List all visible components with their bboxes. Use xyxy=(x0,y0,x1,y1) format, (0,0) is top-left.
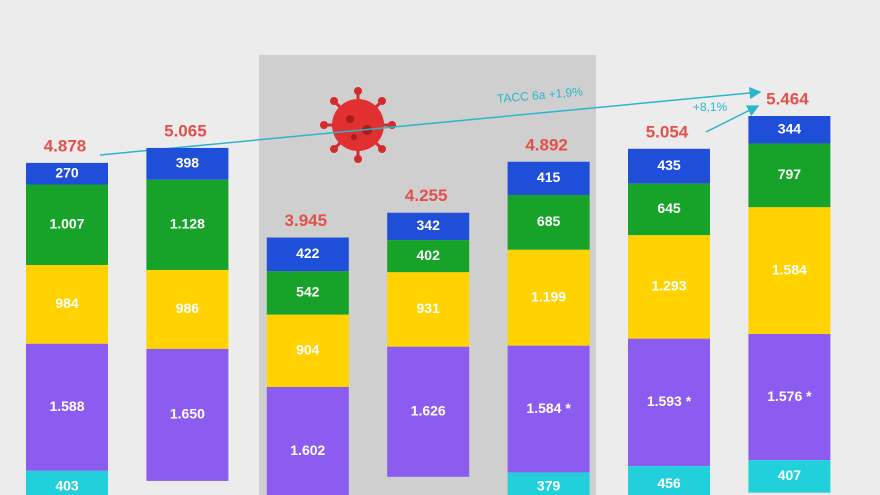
bar-segment xyxy=(748,143,831,208)
bar-segment xyxy=(387,346,470,477)
bar-segment xyxy=(146,270,229,349)
total-label: 4.255 xyxy=(405,186,448,205)
value-label: 379 xyxy=(537,478,561,494)
value-label: 1.650 xyxy=(170,406,205,422)
virus-icon xyxy=(320,87,396,163)
bar-segment xyxy=(266,386,349,495)
bar-segment xyxy=(628,235,710,339)
bar-segment xyxy=(628,148,710,184)
value-label: 542 xyxy=(296,284,320,300)
bar-segment xyxy=(26,343,108,471)
bar-segment xyxy=(146,147,229,180)
value-label: 904 xyxy=(296,342,320,358)
value-label: 984 xyxy=(55,295,79,311)
value-label: 1.602 xyxy=(290,442,325,458)
bar-segment xyxy=(26,184,108,266)
bar-segment xyxy=(628,338,710,467)
value-label: 342 xyxy=(417,217,441,233)
bar-segment xyxy=(26,470,108,495)
trend-arrow xyxy=(705,105,760,133)
total-label: 5.065 xyxy=(164,121,207,140)
value-label: 270 xyxy=(55,164,79,180)
value-label: 1.584 xyxy=(772,261,807,277)
bar-segment xyxy=(387,240,470,273)
bar-segment xyxy=(387,272,470,347)
trend-arrow xyxy=(99,87,762,156)
bar-segment xyxy=(748,207,831,335)
bar-segment xyxy=(146,348,229,481)
total-label: 5.464 xyxy=(766,89,809,108)
bar-segment xyxy=(266,314,349,387)
bar-segment xyxy=(146,179,229,271)
value-label: 645 xyxy=(657,200,681,216)
bar-segment xyxy=(507,161,590,195)
value-label: 986 xyxy=(176,300,200,316)
value-label: 1.593 * xyxy=(647,393,692,409)
value-label: 1.199 xyxy=(531,288,566,304)
bar-segment xyxy=(748,116,831,144)
bar-segment xyxy=(266,271,349,315)
value-label: 402 xyxy=(417,247,441,263)
bar-segment xyxy=(266,237,349,272)
value-label: 435 xyxy=(657,157,681,173)
bar-segment xyxy=(26,162,108,185)
value-label: 1.626 xyxy=(411,402,446,418)
bar-segment xyxy=(507,472,590,495)
bar-segment xyxy=(507,194,590,250)
value-label: 1.584 * xyxy=(526,400,571,416)
value-label: 403 xyxy=(55,478,79,494)
value-label: 931 xyxy=(417,300,441,316)
value-label: 422 xyxy=(296,245,320,261)
total-label: 3.945 xyxy=(285,211,328,230)
annotation: +8,1% xyxy=(693,100,728,114)
value-label: 456 xyxy=(657,475,681,491)
bar-segment xyxy=(387,212,470,241)
bar-segment xyxy=(628,183,710,236)
value-label: 1.128 xyxy=(170,216,205,232)
value-label: 797 xyxy=(778,166,802,182)
value-label: 344 xyxy=(778,120,802,136)
bar-segment xyxy=(507,249,590,346)
value-label: 1.007 xyxy=(49,215,84,231)
bar-segment xyxy=(507,345,590,473)
value-label: 407 xyxy=(778,467,802,483)
value-label: 685 xyxy=(537,213,561,229)
value-label: 398 xyxy=(176,155,200,171)
bar-segment xyxy=(628,466,710,495)
bar-segment xyxy=(748,460,831,493)
value-label: 1.293 xyxy=(651,278,686,294)
bar-segment xyxy=(748,334,831,461)
value-label: 1.588 xyxy=(49,398,84,414)
total-label: 4.878 xyxy=(44,136,87,155)
value-label: 415 xyxy=(537,169,561,185)
value-label: 1.576 * xyxy=(767,388,812,404)
total-label: 5.054 xyxy=(646,122,689,141)
total-label: 4.892 xyxy=(525,135,568,154)
bar-segment xyxy=(26,265,108,344)
